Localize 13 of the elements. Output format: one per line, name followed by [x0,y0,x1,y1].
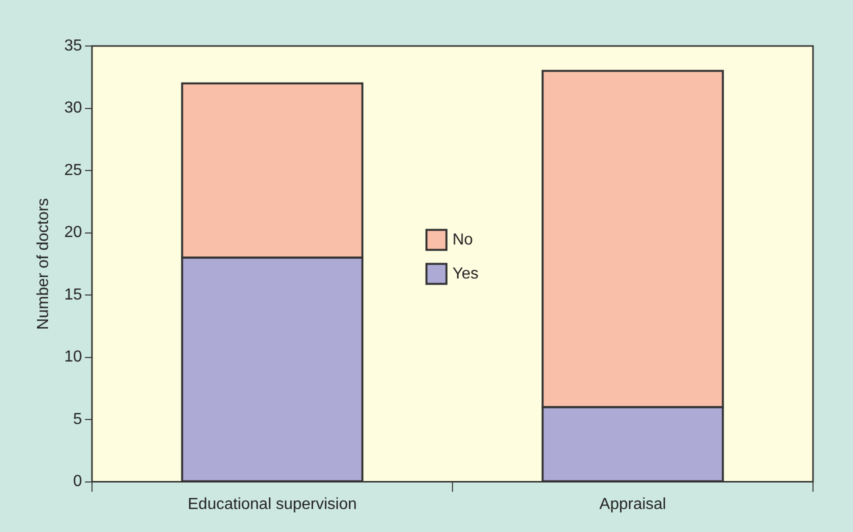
y-tick-label: 15 [64,286,82,304]
x-tick-label: Educational supervision [188,496,357,513]
y-tick-label: 25 [64,162,82,179]
x-tick-label: Appraisal [599,496,666,513]
legend-label: No [452,231,474,248]
y-axis-title: Number of doctors [35,198,52,330]
y-tick-label: 10 [64,348,82,366]
y-tick-label: 20 [64,224,82,242]
y-tick-label: 5 [73,410,82,428]
y-tick-label: 0 [73,473,82,490]
y-tick-label: 30 [64,100,82,117]
legend-label: Yes [452,265,479,282]
y-tick-label: 35 [64,37,82,54]
